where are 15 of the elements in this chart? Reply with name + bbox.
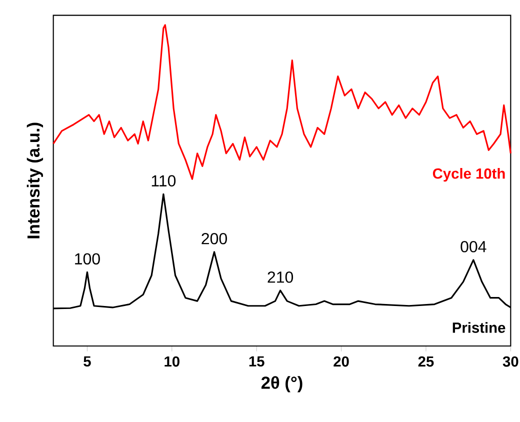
annotation: 110 — [152, 175, 176, 186]
x-tick-label: 5 — [84, 356, 91, 367]
x-tick-label: 20 — [334, 356, 349, 367]
x-tick-label: 25 — [418, 356, 434, 367]
series-label: Pristine — [452, 322, 506, 333]
x-tick-label: 15 — [249, 356, 264, 367]
annotation: 100 — [75, 253, 100, 265]
y-axis-title: Intensity (a.u.) — [26, 122, 44, 238]
annotation: 210 — [268, 271, 294, 283]
annotation: 200 — [202, 232, 227, 244]
annotation: 004 — [460, 240, 486, 252]
series-label: Cycle 10th — [432, 168, 505, 182]
x-tick-label: 30 — [502, 356, 518, 367]
x-axis-title: 2θ (°) — [261, 376, 302, 392]
x-tick-label: 10 — [164, 356, 180, 367]
